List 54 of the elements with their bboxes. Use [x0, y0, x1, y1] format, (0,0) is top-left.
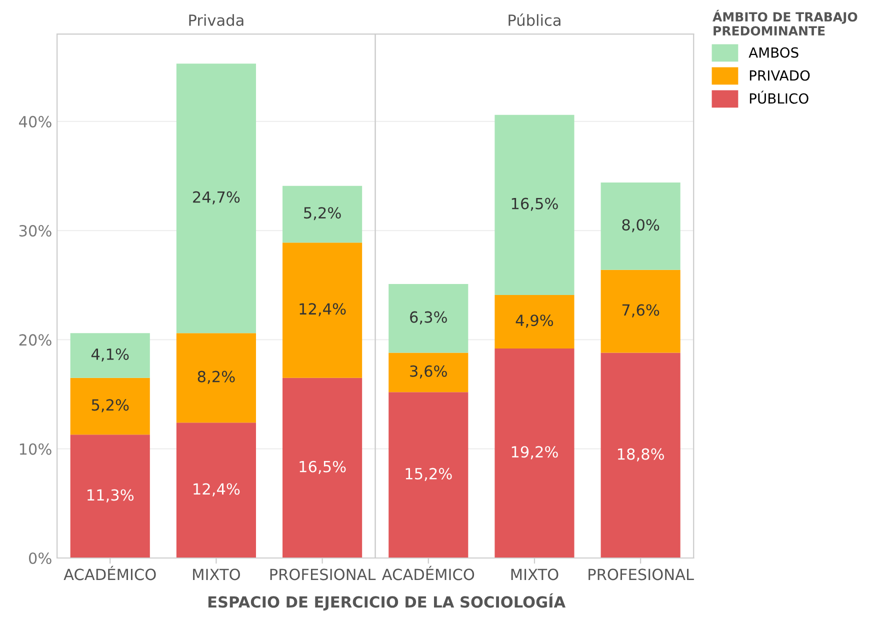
x-axis-title: ESPACIO DE EJERCICIO DE LA SOCIOLOGÍA: [208, 593, 566, 611]
y-tick-label: 10%: [20, 443, 52, 455]
bar: [388, 392, 468, 558]
legend-label: PÚBLICO: [750, 90, 808, 104]
x-tick-label: ACADÉMICO: [64, 566, 156, 580]
x-tick-label: PROFESIONAL: [588, 568, 694, 580]
bar: [494, 294, 574, 348]
x-tick-label: PROFESIONAL: [270, 568, 376, 580]
data-label: 18,8%: [618, 448, 664, 462]
bar: [388, 284, 468, 353]
data-label: 5,2%: [92, 399, 129, 412]
bar: [388, 352, 468, 392]
data-label: 4,1%: [91, 348, 129, 362]
data-label: 5,2%: [304, 207, 341, 220]
data-label: 7,6%: [622, 304, 660, 318]
bar: [494, 114, 574, 295]
x-tick-label: MIXTO: [511, 568, 558, 580]
bar: [282, 186, 362, 243]
chart-title: Privada: [189, 14, 244, 26]
y-tick-label: 20%: [19, 334, 52, 346]
data-label: 12,4%: [194, 483, 240, 496]
legend-title: ÁMBITO DE TRABAJO PREDOMINANTE: [712, 10, 858, 36]
bar: [176, 333, 256, 423]
data-label: 6,3%: [410, 311, 447, 324]
data-label: 3,6%: [410, 365, 447, 378]
y-tick-label: 40%: [19, 116, 52, 128]
data-label: 4,9%: [516, 314, 554, 328]
legend-label: AMBOS: [748, 47, 798, 58]
bar: [176, 422, 256, 558]
bar: [494, 348, 574, 558]
data-label: 8,0%: [622, 219, 660, 232]
x-tick-label: MIXTO: [193, 568, 240, 580]
data-label: 11,3%: [88, 489, 134, 502]
bar: [282, 242, 362, 378]
data-label: 19,2%: [512, 446, 558, 460]
data-label: 24,7%: [193, 191, 240, 204]
bar: [600, 182, 680, 270]
y-tick-label: 0%: [28, 552, 52, 564]
data-label: 12,4%: [300, 303, 346, 316]
bar: [282, 378, 362, 558]
bar: [176, 64, 256, 334]
bar: [600, 270, 680, 353]
bar: [70, 333, 150, 378]
data-label: 16,5%: [300, 460, 346, 474]
chart-title: Pública: [508, 14, 560, 26]
bar: [70, 434, 150, 558]
bar: [70, 378, 150, 435]
data-label: 8,2%: [198, 370, 235, 384]
legend-label: PRIVADO: [750, 70, 810, 81]
bar: [600, 352, 680, 558]
data-label: 15,2%: [406, 468, 452, 482]
y-tick-label: 30%: [19, 225, 52, 237]
data-label: 16,5%: [512, 198, 558, 211]
x-tick-label: ACADÉMICO: [382, 566, 474, 580]
